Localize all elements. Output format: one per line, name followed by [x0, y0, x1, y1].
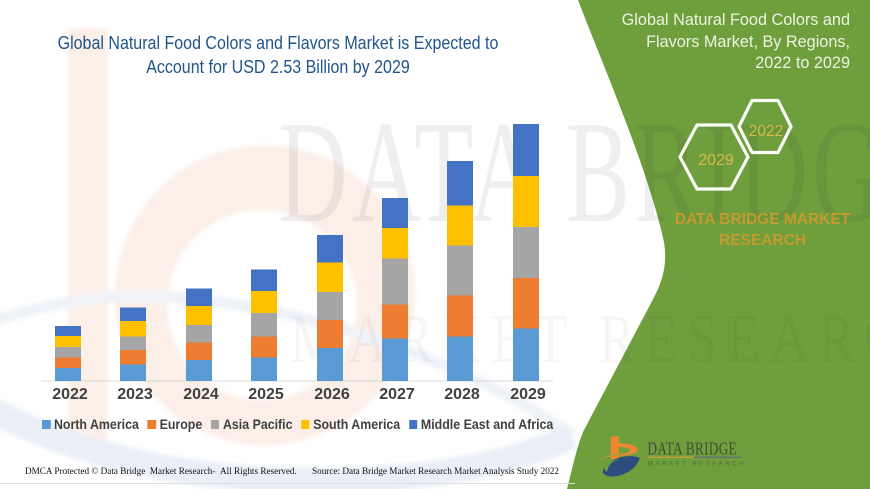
- svg-text:DATA BRIDGE: DATA BRIDGE: [648, 440, 737, 459]
- svg-text:2029: 2029: [698, 152, 734, 169]
- svg-text:MARKET RESEARCH: MARKET RESEARCH: [648, 461, 746, 468]
- svg-text:2022: 2022: [749, 123, 783, 140]
